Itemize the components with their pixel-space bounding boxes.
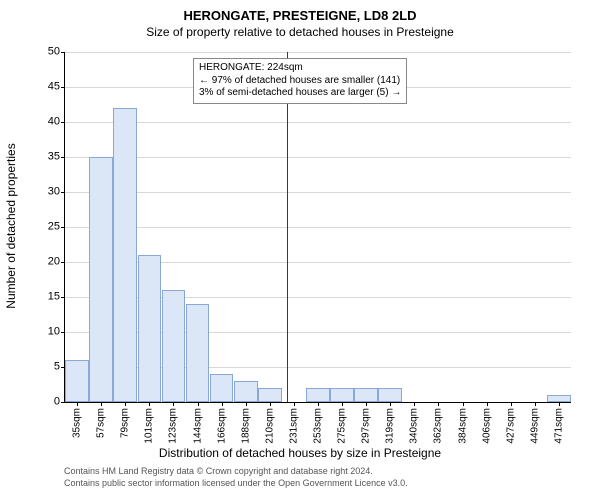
histogram-bar [234, 381, 258, 402]
annotation-line-2: ← 97% of detached houses are smaller (14… [199, 75, 401, 88]
xtick-mark [511, 402, 512, 406]
ytick-mark [61, 52, 65, 53]
ytick-label: 0 [32, 397, 60, 408]
y-axis-title: Number of detached properties [4, 143, 18, 308]
xtick-label: 123sqm [168, 408, 179, 444]
xtick-label: 449sqm [529, 408, 540, 444]
xtick-mark [438, 402, 439, 406]
histogram-bar [378, 388, 402, 402]
plot-region: 35sqm57sqm79sqm101sqm123sqm144sqm166sqm1… [64, 52, 571, 403]
xtick-label: 406sqm [481, 408, 492, 444]
ytick-label: 35 [32, 152, 60, 163]
footer-line-2: Contains public sector information licen… [64, 478, 408, 490]
xtick-mark [149, 402, 150, 406]
gridline [65, 52, 571, 53]
xtick-label: 275sqm [337, 408, 348, 444]
gridline [65, 157, 571, 158]
histogram-bar [186, 304, 210, 402]
xtick-mark [318, 402, 319, 406]
histogram-bar [210, 374, 234, 402]
annotation-line-3: 3% of semi-detached houses are larger (5… [199, 87, 401, 100]
ytick-mark [61, 157, 65, 158]
gridline [65, 227, 571, 228]
xtick-mark [294, 402, 295, 406]
xtick-label: 297sqm [361, 408, 372, 444]
ytick-label: 10 [32, 327, 60, 338]
footer-line-1: Contains HM Land Registry data © Crown c… [64, 466, 408, 478]
xtick-label: 340sqm [409, 408, 420, 444]
ytick-mark [61, 402, 65, 403]
xtick-label: 231sqm [288, 408, 299, 444]
ytick-mark [61, 227, 65, 228]
xtick-mark [414, 402, 415, 406]
x-axis-title: Distribution of detached houses by size … [0, 446, 600, 460]
ytick-label: 45 [32, 82, 60, 93]
xtick-mark [101, 402, 102, 406]
histogram-bar [89, 157, 113, 402]
xtick-mark [342, 402, 343, 406]
xtick-mark [77, 402, 78, 406]
chart-area: 35sqm57sqm79sqm101sqm123sqm144sqm166sqm1… [64, 52, 570, 402]
footer-attribution: Contains HM Land Registry data © Crown c… [64, 466, 408, 489]
xtick-label: 35sqm [72, 408, 83, 438]
ytick-mark [61, 332, 65, 333]
ytick-mark [61, 192, 65, 193]
xtick-label: 362sqm [433, 408, 444, 444]
xtick-label: 319sqm [385, 408, 396, 444]
ytick-mark [61, 262, 65, 263]
ytick-label: 40 [32, 117, 60, 128]
histogram-bar [138, 255, 162, 402]
xtick-label: 144sqm [192, 408, 203, 444]
histogram-bar [162, 290, 186, 402]
ytick-mark [61, 122, 65, 123]
ytick-label: 15 [32, 292, 60, 303]
histogram-bar [354, 388, 378, 402]
xtick-mark [125, 402, 126, 406]
xtick-label: 384sqm [457, 408, 468, 444]
sub-title: Size of property relative to detached ho… [0, 23, 600, 39]
main-title: HERONGATE, PRESTEIGNE, LD8 2LD [0, 0, 600, 23]
annotation-line-1: HERONGATE: 224sqm [199, 62, 401, 75]
annotation-box: HERONGATE: 224sqm← 97% of detached house… [193, 58, 407, 104]
xtick-mark [246, 402, 247, 406]
xtick-mark [173, 402, 174, 406]
xtick-mark [366, 402, 367, 406]
histogram-bar [330, 388, 354, 402]
xtick-label: 471sqm [553, 408, 564, 444]
xtick-label: 210sqm [264, 408, 275, 444]
xtick-label: 101sqm [144, 408, 155, 444]
ytick-mark [61, 297, 65, 298]
ytick-mark [61, 87, 65, 88]
xtick-mark [535, 402, 536, 406]
ytick-label: 25 [32, 222, 60, 233]
xtick-mark [487, 402, 488, 406]
gridline [65, 122, 571, 123]
xtick-label: 166sqm [216, 408, 227, 444]
histogram-bar [306, 388, 330, 402]
xtick-mark [463, 402, 464, 406]
histogram-bar [258, 388, 282, 402]
xtick-label: 79sqm [120, 408, 131, 438]
xtick-label: 427sqm [505, 408, 516, 444]
histogram-bar [547, 395, 571, 402]
histogram-bar [65, 360, 89, 402]
ytick-label: 5 [32, 362, 60, 373]
xtick-mark [559, 402, 560, 406]
xtick-mark [198, 402, 199, 406]
xtick-label: 188sqm [240, 408, 251, 444]
reference-line [287, 52, 288, 402]
xtick-label: 57sqm [96, 408, 107, 438]
xtick-mark [222, 402, 223, 406]
ytick-label: 30 [32, 187, 60, 198]
histogram-bar [113, 108, 137, 402]
ytick-label: 20 [32, 257, 60, 268]
ytick-label: 50 [32, 47, 60, 58]
xtick-label: 253sqm [313, 408, 324, 444]
xtick-mark [270, 402, 271, 406]
xtick-mark [390, 402, 391, 406]
gridline [65, 192, 571, 193]
